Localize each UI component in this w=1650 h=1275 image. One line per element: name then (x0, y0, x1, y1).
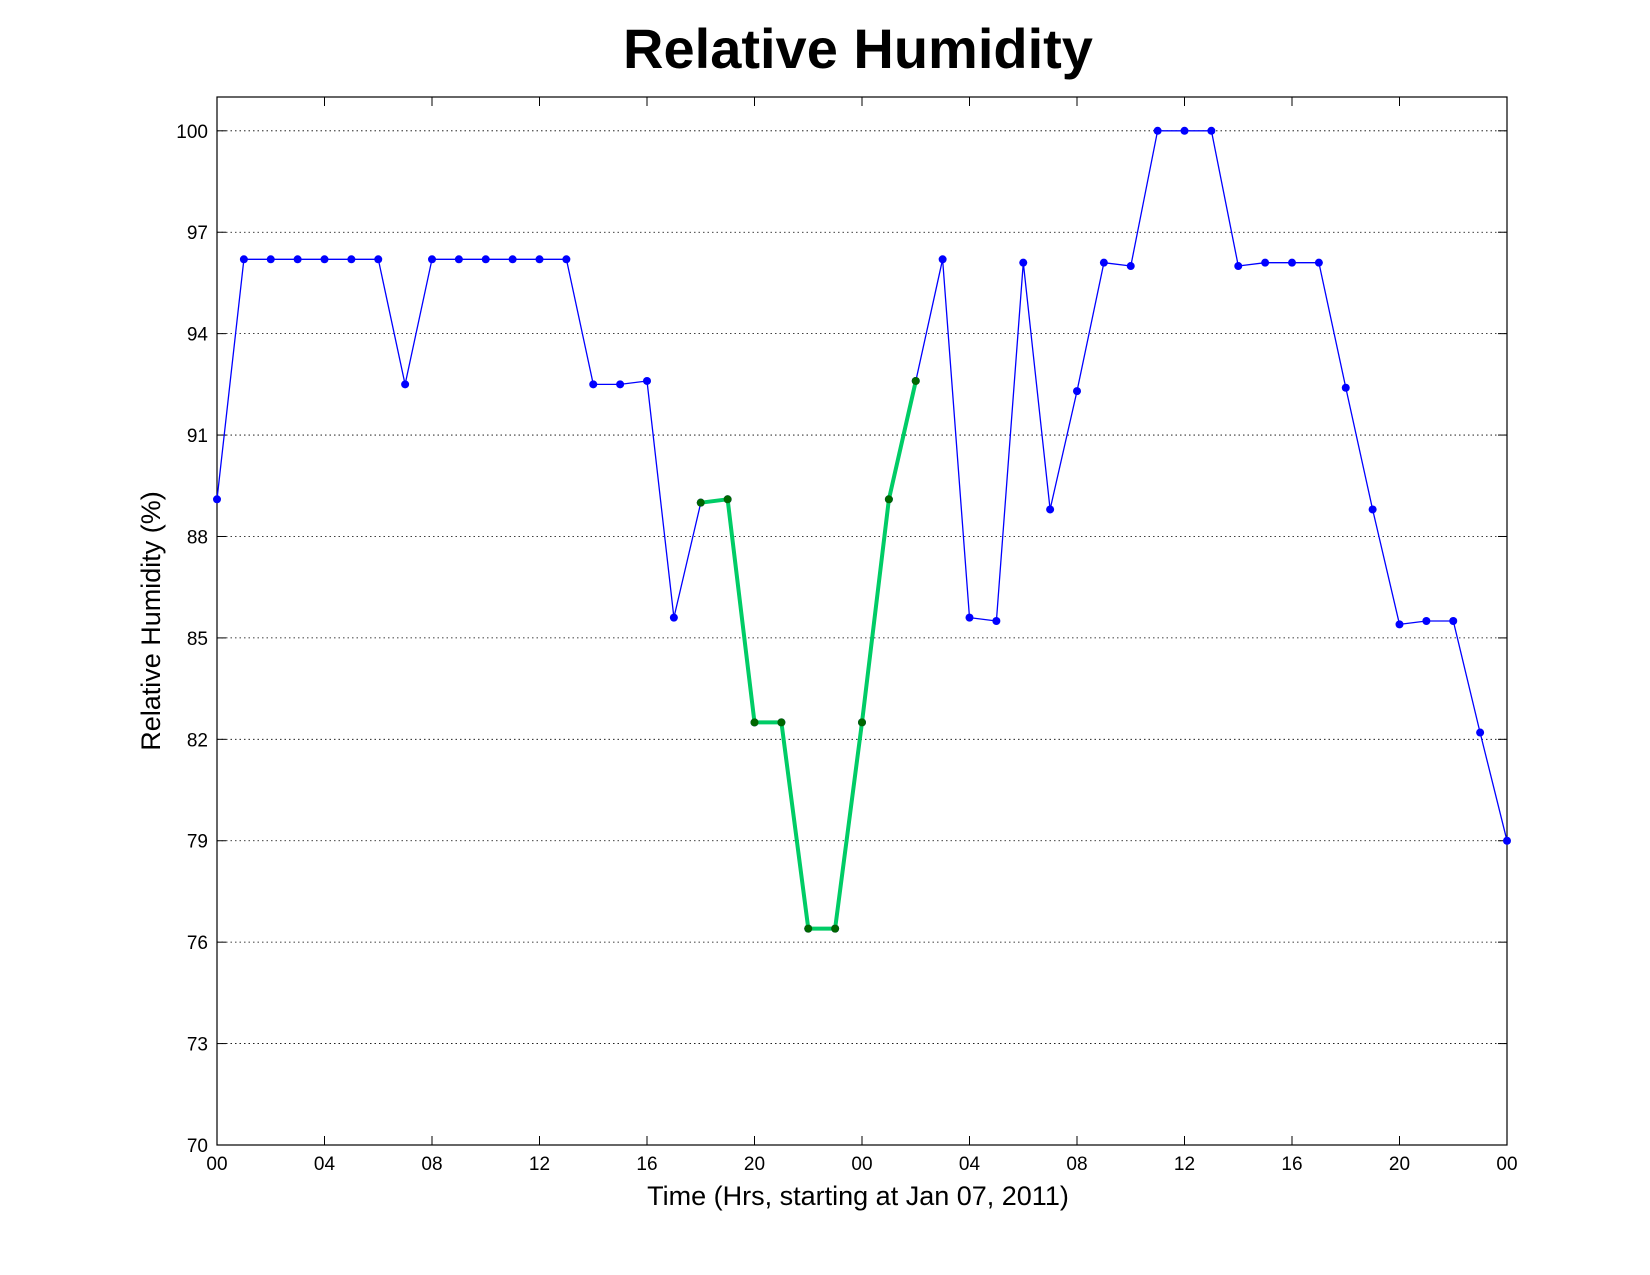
data-point (1368, 505, 1377, 514)
data-point (1153, 126, 1162, 135)
data-point (1180, 126, 1189, 135)
data-point (858, 718, 866, 727)
data-point (777, 718, 786, 727)
gridlines (217, 130, 1507, 1044)
data-point (266, 255, 275, 264)
data-point (213, 495, 221, 504)
x-tick-label: 12 (529, 1154, 550, 1175)
data-point (884, 495, 893, 504)
y-tick-label: 91 (187, 426, 208, 447)
data-point (723, 495, 732, 504)
data-point (1126, 262, 1135, 271)
x-tick-label: 04 (959, 1154, 981, 1175)
data-point (1476, 728, 1485, 737)
data-point (347, 255, 356, 264)
data-point (965, 613, 974, 622)
data-point (562, 255, 571, 264)
data-point (643, 376, 651, 385)
data-point (293, 255, 302, 264)
y-tick-label: 76 (187, 933, 208, 954)
data-point (1261, 258, 1270, 267)
y-tick-label: 94 (187, 325, 209, 346)
data-point (1019, 258, 1028, 267)
data-point (1314, 258, 1323, 267)
data-point (589, 380, 598, 389)
data-point (616, 380, 625, 389)
y-tick-label: 82 (187, 730, 208, 751)
data-point (1207, 126, 1216, 135)
y-tick-label: 85 (187, 629, 208, 650)
data-point (239, 255, 248, 264)
data-point (750, 718, 759, 727)
data-point (1503, 836, 1511, 845)
x-tick-label: 00 (851, 1154, 872, 1175)
data-point (428, 255, 436, 264)
x-tick-label: 08 (421, 1154, 442, 1175)
data-point (1099, 258, 1108, 267)
y-tick-label: 79 (187, 832, 208, 853)
y-tick-label: 73 (187, 1035, 208, 1056)
y-tick-label: 70 (187, 1136, 208, 1157)
y-tick-label: 100 (176, 122, 208, 143)
data-point (831, 924, 840, 933)
x-tick-label: 20 (744, 1154, 765, 1175)
data-series (213, 126, 1511, 933)
y-tick-label: 88 (187, 527, 208, 548)
data-point (696, 498, 705, 507)
data-point (1073, 387, 1081, 396)
data-point (911, 376, 920, 385)
y-axis-label: Relative Humidity (%) (136, 491, 166, 751)
x-tick-label: 12 (1174, 1154, 1195, 1175)
data-point (1395, 620, 1404, 629)
x-tick-label: 20 (1389, 1154, 1410, 1175)
tick-labels: 70 73 76 79 82 85 88 91 94 97 100 00 04 08 12 16 20 00 04 0… (176, 122, 1517, 1175)
data-point (804, 924, 813, 933)
x-tick-label: 08 (1066, 1154, 1087, 1175)
data-point (1234, 262, 1243, 271)
data-point (1341, 383, 1350, 392)
data-point (320, 255, 329, 264)
data-point (1046, 505, 1055, 514)
data-point (481, 255, 490, 264)
x-tick-label: 16 (1281, 1154, 1302, 1175)
data-point (669, 613, 678, 622)
data-point (508, 255, 517, 264)
data-point (1422, 617, 1431, 625)
data-point (1449, 617, 1458, 625)
x-tick-label: 04 (314, 1154, 336, 1175)
x-tick-label: 16 (636, 1154, 657, 1175)
data-point (1288, 258, 1296, 267)
data-point (374, 255, 383, 264)
chart-title: Relative Humidity (623, 17, 1093, 80)
x-tick-label: 00 (206, 1154, 227, 1175)
x-axis-label: Time (Hrs, starting at Jan 07, 2011) (647, 1181, 1069, 1211)
data-point (454, 255, 463, 264)
data-point (401, 380, 410, 389)
data-point (938, 255, 947, 264)
data-point (992, 617, 1001, 625)
x-tick-label: 00 (1496, 1154, 1517, 1175)
data-point (535, 255, 544, 264)
y-tick-label: 97 (187, 223, 208, 244)
